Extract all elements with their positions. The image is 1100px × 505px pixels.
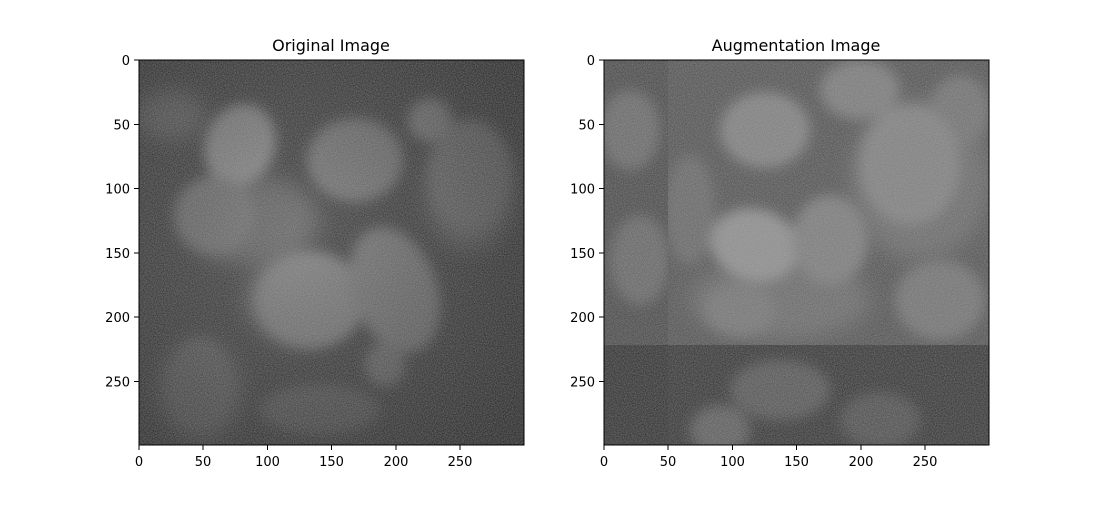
augmentation-image-panel: Augmentation Image (570, 36, 990, 470)
original-y-axis (134, 59, 139, 382)
y-tick-label: 250 (105, 376, 130, 391)
x-tick-label: 250 (913, 455, 938, 470)
y-tick-label: 50 (113, 119, 130, 134)
x-tick-label: 250 (448, 455, 473, 470)
y-tick-label: 100 (570, 183, 595, 198)
x-tick-label: 50 (195, 455, 212, 470)
y-tick-label: 200 (570, 311, 595, 326)
x-tick-label: 100 (720, 455, 745, 470)
y-tick-label: 0 (122, 54, 130, 69)
augmentation-y-axis (599, 59, 604, 382)
y-tick-label: 200 (105, 311, 130, 326)
y-tick-label: 0 (587, 54, 595, 69)
y-tick-label: 50 (578, 119, 595, 134)
x-tick-label: 150 (784, 455, 809, 470)
y-tick-label: 100 (105, 183, 130, 198)
augmentation-microscopy-image (604, 60, 989, 445)
x-tick-label: 100 (255, 455, 280, 470)
x-tick-label: 50 (660, 455, 677, 470)
x-tick-label: 200 (384, 455, 409, 470)
original-microscopy-image (139, 60, 524, 445)
x-tick-label: 200 (849, 455, 874, 470)
original-image-title: Original Image (272, 36, 390, 55)
augmentation-image-title: Augmentation Image (712, 36, 881, 55)
x-tick-label: 0 (135, 455, 143, 470)
y-tick-label: 150 (105, 247, 130, 262)
x-tick-label: 150 (319, 455, 344, 470)
x-tick-label: 0 (600, 455, 608, 470)
y-tick-label: 250 (570, 376, 595, 391)
y-tick-label: 150 (570, 247, 595, 262)
augmentation-x-axis (603, 445, 926, 450)
original-x-axis (138, 445, 461, 450)
original-image-panel: Original Image (105, 36, 525, 470)
